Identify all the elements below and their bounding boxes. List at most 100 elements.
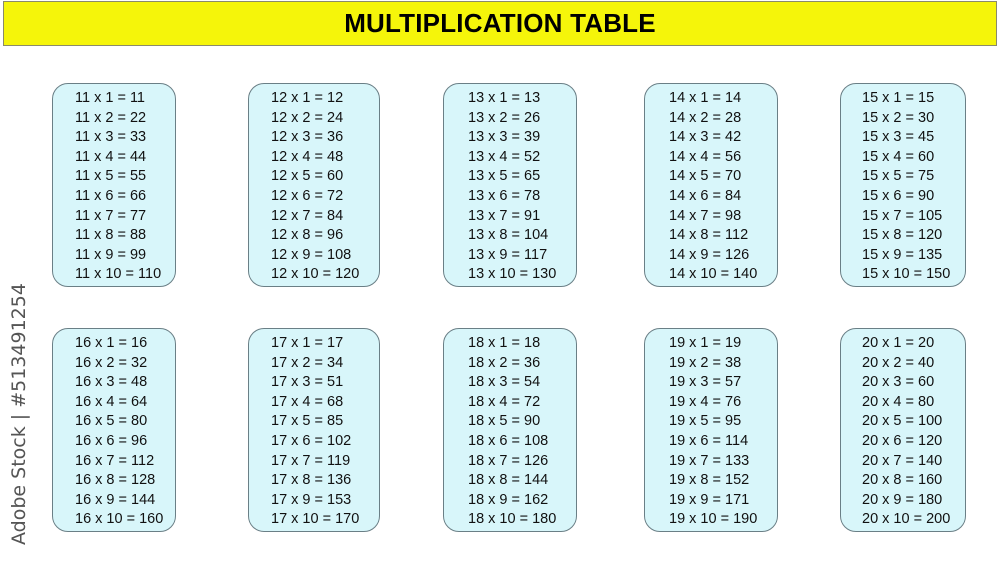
equation-row: 20 x 3 = 60: [862, 374, 935, 391]
equation-row: 18 x 3 = 54: [468, 374, 541, 391]
equation-row: 19 x 2 = 38: [669, 354, 742, 371]
equation-row: 19 x 5 = 95: [669, 413, 742, 430]
equation-row: 18 x 1 = 18: [468, 335, 541, 351]
equation-row: 16 x 4 = 64: [75, 393, 148, 410]
equation-row: 19 x 6 = 114: [669, 432, 749, 449]
equation-row: 16 x 10 = 160: [75, 511, 164, 528]
equation-row: 18 x 2 = 36: [468, 354, 541, 371]
equation-row: 11 x 2 = 22: [75, 109, 147, 126]
equation-row: 17 x 5 = 85: [271, 413, 344, 430]
equation-row: 20 x 10 = 200: [862, 511, 951, 528]
page-title: MULTIPLICATION TABLE: [344, 8, 656, 38]
equation-row: 11 x 7 = 77: [75, 207, 147, 224]
equation-row: 12 x 4 = 48: [271, 148, 344, 165]
equation-row: 14 x 3 = 42: [669, 129, 742, 146]
equation-row: 16 x 7 = 112: [75, 452, 155, 469]
equation-row: 12 x 8 = 96: [271, 227, 344, 244]
equation-row: 16 x 9 = 144: [75, 491, 156, 508]
equation-row: 17 x 9 = 153: [271, 491, 352, 508]
equation-row: 16 x 3 = 48: [75, 374, 148, 391]
equation-row: 17 x 2 = 34: [271, 354, 344, 371]
equation-row: 18 x 4 = 72: [468, 393, 541, 410]
equation-row: 13 x 10 = 130: [468, 266, 557, 283]
equation-row: 14 x 2 = 28: [669, 109, 742, 126]
equation-row: 12 x 10 = 120: [271, 266, 360, 283]
equation-list: 11 x 1 = 11 11 x 2 = 22 11 x 3 = 33 11 x 4 …: [75, 89, 161, 285]
equation-row: 11 x 4 = 44: [75, 148, 147, 165]
equation-row: 12 x 6 = 72: [271, 187, 344, 204]
equation-row: 17 x 4 = 68: [271, 393, 344, 410]
equation-row: 11 x 8 = 88: [75, 227, 147, 244]
equation-row: 19 x 7 = 133: [669, 452, 750, 469]
table-card-15: 15 x 1 = 15 15 x 2 = 30 15 x 3 = 45 15 x 4 …: [840, 83, 966, 287]
equation-row: 17 x 8 = 136: [271, 472, 352, 489]
table-card-16: 16 x 1 = 16 16 x 2 = 32 16 x 3 = 48 16 x 4 …: [52, 328, 176, 532]
equation-row: 18 x 10 = 180: [468, 511, 557, 528]
equation-row: 20 x 8 = 160: [862, 472, 943, 489]
equation-row: 15 x 4 = 60: [862, 148, 935, 165]
equation-row: 17 x 6 = 102: [271, 432, 352, 449]
equation-row: 14 x 4 = 56: [669, 148, 742, 165]
table-card-19: 19 x 1 = 19 19 x 2 = 38 19 x 3 = 57 19 x 4 …: [644, 328, 778, 532]
equation-row: 15 x 8 = 120: [862, 227, 943, 244]
table-card-13: 13 x 1 = 13 13 x 2 = 26 13 x 3 = 39 13 x 4 …: [443, 83, 577, 287]
equation-row: 15 x 6 = 90: [862, 187, 935, 204]
equation-row: 18 x 6 = 108: [468, 432, 549, 449]
equation-row: 15 x 9 = 135: [862, 246, 943, 263]
equation-row: 19 x 4 = 76: [669, 393, 742, 410]
equation-row: 20 x 6 = 120: [862, 432, 943, 449]
equation-row: 11 x 6 = 66: [75, 187, 147, 204]
equation-list: 18 x 1 = 18 18 x 2 = 36 18 x 3 = 54 18 x 4 …: [468, 334, 556, 530]
equation-row: 18 x 7 = 126: [468, 452, 549, 469]
equation-row: 11 x 3 = 33: [75, 129, 147, 146]
equation-row: 17 x 10 = 170: [271, 511, 360, 528]
title-banner: MULTIPLICATION TABLE: [3, 1, 997, 46]
equation-row: 14 x 6 = 84: [669, 187, 742, 204]
equation-row: 13 x 2 = 26: [468, 109, 541, 126]
equation-row: 20 x 2 = 40: [862, 354, 935, 371]
equation-row: 19 x 9 = 171: [669, 491, 750, 508]
equation-row: 12 x 3 = 36: [271, 129, 344, 146]
equation-row: 12 x 7 = 84: [271, 207, 344, 224]
table-card-14: 14 x 1 = 14 14 x 2 = 28 14 x 3 = 42 14 x 4 …: [644, 83, 778, 287]
equation-row: 15 x 10 = 150: [862, 266, 951, 283]
equation-row: 13 x 1 = 13: [468, 90, 541, 106]
equation-list: 12 x 1 = 12 12 x 2 = 24 12 x 3 = 36 12 x 4 …: [271, 89, 359, 285]
equation-list: 13 x 1 = 13 13 x 2 = 26 13 x 3 = 39 13 x 4 …: [468, 89, 556, 285]
equation-row: 11 x 9 = 99: [75, 246, 147, 263]
equation-list: 20 x 1 = 20 20 x 2 = 40 20 x 3 = 60 20 x 4 …: [862, 334, 950, 530]
table-card-17: 17 x 1 = 17 17 x 2 = 34 17 x 3 = 51 17 x 4 …: [248, 328, 380, 532]
equation-row: 15 x 5 = 75: [862, 168, 935, 185]
equation-row: 12 x 5 = 60: [271, 168, 344, 185]
equation-row: 15 x 7 = 105: [862, 207, 943, 224]
equation-row: 11 x 10 = 110: [75, 266, 162, 283]
equation-row: 16 x 5 = 80: [75, 413, 148, 430]
equation-row: 14 x 5 = 70: [669, 168, 742, 185]
watermark: Adobe Stock | #513491254: [8, 283, 30, 545]
equation-row: 14 x 9 = 126: [669, 246, 750, 263]
equation-row: 16 x 2 = 32: [75, 354, 148, 371]
equation-row: 13 x 7 = 91: [468, 207, 541, 224]
equation-list: 17 x 1 = 17 17 x 2 = 34 17 x 3 = 51 17 x 4 …: [271, 334, 359, 530]
equation-row: 14 x 8 = 112: [669, 227, 749, 244]
equation-row: 14 x 1 = 14: [669, 90, 742, 106]
equation-row: 15 x 2 = 30: [862, 109, 935, 126]
equation-row: 20 x 9 = 180: [862, 491, 943, 508]
equation-row: 18 x 5 = 90: [468, 413, 541, 430]
equation-row: 15 x 1 = 15: [862, 90, 935, 106]
equation-row: 16 x 1 = 16: [75, 335, 148, 351]
equation-list: 15 x 1 = 15 15 x 2 = 30 15 x 3 = 45 15 x 4 …: [862, 89, 950, 285]
equation-row: 12 x 2 = 24: [271, 109, 344, 126]
table-card-18: 18 x 1 = 18 18 x 2 = 36 18 x 3 = 54 18 x 4 …: [443, 328, 577, 532]
table-card-12: 12 x 1 = 12 12 x 2 = 24 12 x 3 = 36 12 x 4 …: [248, 83, 380, 287]
equation-row: 16 x 8 = 128: [75, 472, 156, 489]
equation-row: 13 x 9 = 117: [468, 246, 548, 263]
equation-row: 11 x 5 = 55: [75, 168, 147, 185]
equation-row: 13 x 8 = 104: [468, 227, 549, 244]
equation-row: 18 x 9 = 162: [468, 491, 549, 508]
equation-row: 20 x 5 = 100: [862, 413, 943, 430]
equation-row: 14 x 7 = 98: [669, 207, 742, 224]
equation-row: 19 x 3 = 57: [669, 374, 742, 391]
equation-row: 12 x 9 = 108: [271, 246, 352, 263]
equation-row: 12 x 1 = 12: [271, 90, 344, 106]
